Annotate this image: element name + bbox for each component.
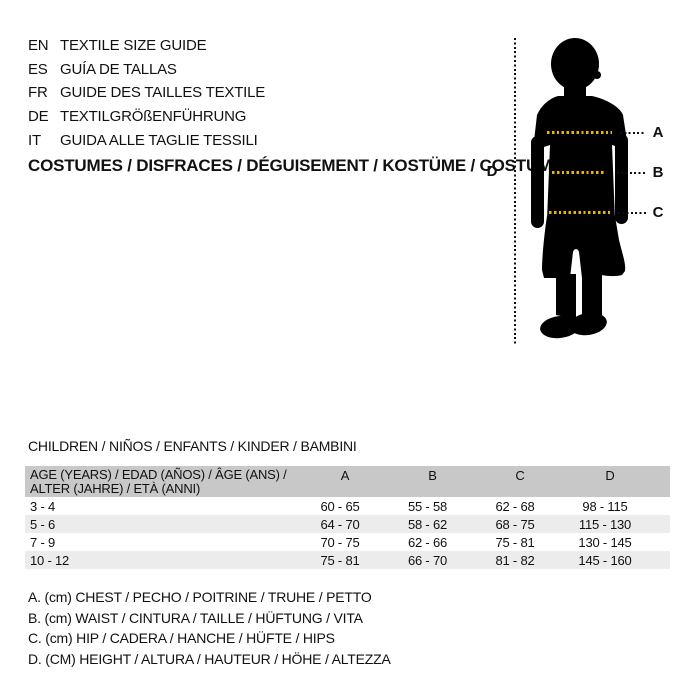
language-code: EN [28,37,49,55]
waist-cell: 58 - 62 [407,516,448,532]
waist-label-connector-line [617,172,646,174]
hip-cell: 68 - 75 [495,516,535,532]
language-row: DE TEXTILGRÖßENFÜHRUNG [28,105,265,129]
table-row: 3 - 4 60 - 65 55 - 58 62 - 68 98 - 115 [25,497,670,515]
age-column-header: AGE (YEARS) / EDAD (AÑOS) / ÂGE (ANS) / … [25,466,300,497]
marker-label-a: A [652,124,664,141]
table-row: 7 - 9 70 - 75 62 - 66 75 - 81 130 - 145 [25,533,670,551]
table-row: 10 - 12 75 - 81 66 - 70 81 - 82 145 - 16… [25,551,670,569]
height-cell: 145 - 160 [578,552,632,568]
language-code: FR [28,84,48,102]
marker-label-c: C [652,204,664,221]
height-cell: 98 - 115 [582,498,628,514]
column-header-b: B [428,468,437,483]
language-code: IT [28,131,41,149]
category-title: COSTUMES / DISFRACES / DÉGUISEMENT / KOS… [28,156,557,175]
hip-cell: 75 - 81 [495,534,535,550]
column-header-d: D [605,468,615,483]
chest-label-connector-line [620,132,646,134]
size-table: AGE (YEARS) / EDAD (AÑOS) / ÂGE (ANS) / … [25,466,670,569]
legend-line-height: D. (CM) HEIGHT / ALTURA / HAUTEUR / HÖHE… [28,650,391,667]
table-header-row: AGE (YEARS) / EDAD (AÑOS) / ÂGE (ANS) / … [25,466,670,497]
language-row: ES GUÍA DE TALLAS [28,58,265,82]
language-title: GUÍA DE TALLAS [60,60,177,78]
language-row: IT GUIDA ALLE TAGLIE TESSILI [28,128,265,152]
language-title: TEXTILGRÖßENFÜHRUNG [60,108,247,126]
legend-line-chest: A. (cm) CHEST / PECHO / POITRINE / TRUHE… [28,589,372,605]
age-cell: 7 - 9 [30,534,56,550]
language-row: FR GUIDE DES TAILLES TEXTILE [28,81,265,105]
waist-cell: 62 - 66 [407,534,448,550]
waist-cell: 55 - 58 [407,498,448,514]
height-cell: 115 - 130 [578,516,632,532]
waist-cell: 66 - 70 [407,552,448,568]
age-cell: 10 - 12 [30,552,70,568]
language-code: ES [28,60,48,78]
language-title: TEXTILE SIZE GUIDE [60,37,207,55]
age-header-line2: ALTER (JAHRE) / ETÀ (ANNI) [30,480,201,496]
language-code: DE [28,108,49,126]
section-heading-children: CHILDREN / NIÑOS / ENFANTS / KINDER / BA… [28,438,357,454]
language-title-list: EN TEXTILE SIZE GUIDE ES GUÍA DE TALLAS … [28,34,265,152]
language-title: GUIDE DES TAILLES TEXTILE [60,84,266,102]
chest-cell: 60 - 65 [320,498,360,514]
hip-cell: 81 - 82 [495,552,535,568]
language-row: EN TEXTILE SIZE GUIDE [28,34,265,58]
column-header-a: A [340,468,350,483]
language-title: GUIDA ALLE TAGLIE TESSILI [60,131,258,149]
child-silhouette-image [531,38,628,339]
legend-line-hip: C. (cm) HIP / CADERA / HANCHE / HÜFTE / … [28,630,335,646]
marker-label-b: B [652,164,664,181]
chest-cell: 70 - 75 [320,534,360,550]
size-figure: D A B C [480,25,700,360]
legend-line-waist: B. (cm) WAIST / CINTURA / TAILLE / HÜFTU… [28,609,363,626]
age-cell: 3 - 4 [30,498,56,514]
column-header-c: C [515,468,525,483]
measurement-legend: A. (cm) CHEST / PECHO / POITRINE / TRUHE… [28,587,391,669]
hip-cell: 62 - 68 [495,498,535,514]
hip-measure-dotted-line [549,211,611,214]
chest-cell: 75 - 81 [320,552,360,568]
chest-measure-dotted-line [547,131,612,134]
hip-label-connector-line [618,212,646,214]
height-measure-dotted-line [514,38,516,346]
age-header-line1: AGE (YEARS) / EDAD (AÑOS) / ÂGE (ANS) / [30,467,287,482]
age-cell: 5 - 6 [30,516,56,532]
table-row: 5 - 6 64 - 70 58 - 62 68 - 75 115 - 130 [25,515,670,533]
chest-cell: 64 - 70 [320,516,360,532]
waist-measure-dotted-line [552,171,606,174]
marker-label-d: D [486,163,498,180]
height-cell: 130 - 145 [578,534,632,550]
